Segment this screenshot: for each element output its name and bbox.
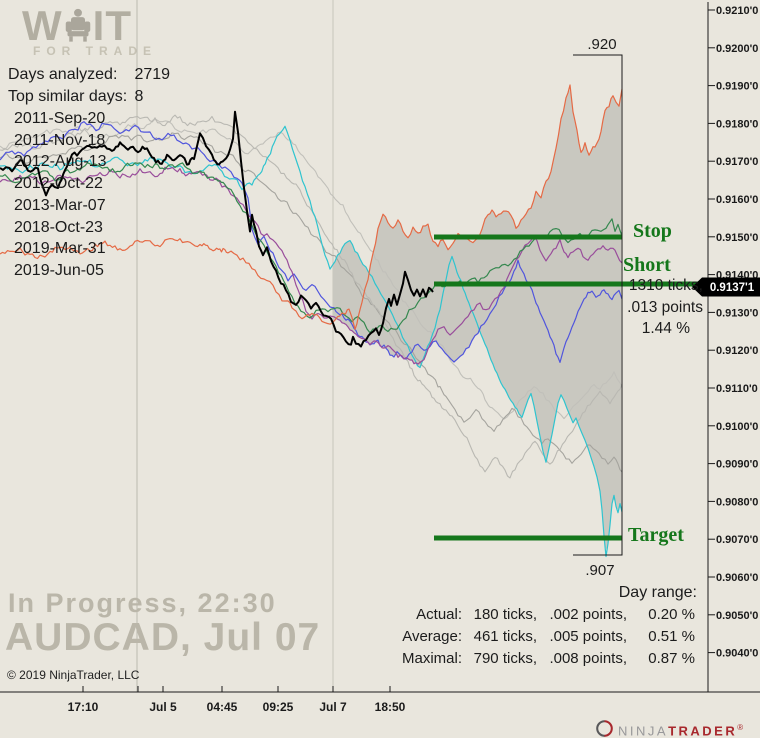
day-range-row-maximal: Maximal: 790 ticks, .008 points, 0.87 %: [342, 650, 695, 672]
days-analyzed-row: Days analyzed: 2719: [8, 66, 170, 84]
target-label[interactable]: Target: [628, 524, 684, 546]
day-range-table: Actual: 180 ticks, .002 points, 0.20 % A…: [342, 606, 695, 672]
stop-label[interactable]: Stop: [633, 220, 672, 242]
day-range-title: Day range:: [618, 584, 697, 601]
top-similar-days-value: 8: [134, 88, 144, 105]
time-tick-label: Jul 5: [149, 700, 177, 714]
price-tick-label: 0.9060'0: [716, 572, 758, 584]
day-range-points: .002 points,: [549, 606, 627, 623]
current-price-badge: 0.9137'1: [692, 277, 760, 297]
price-tick-label: 0.9200'0: [716, 43, 758, 55]
price-tick-label: 0.9080'0: [716, 496, 758, 508]
day-range-ticks: 180 ticks,: [473, 606, 537, 623]
series-similar-day-blue: [0, 121, 623, 363]
series-current-day-black: [0, 110, 434, 348]
series-similar-day-cyan: [0, 125, 623, 558]
price-tick-label: 0.9180'0: [716, 118, 758, 130]
risk-percent: 1.44 %: [641, 320, 690, 337]
short-label[interactable]: Short: [623, 254, 671, 276]
ninjatrader-logo-trader: TRADER: [668, 723, 738, 738]
price-tick-label: 0.9050'0: [716, 610, 758, 622]
risk-ticks: 1310 ticks,: [628, 277, 703, 294]
series-similar-day-orange: [0, 84, 623, 330]
ninjatrader-logo-ninja: NINJA: [618, 723, 669, 738]
day-range-percent: 0.87 %: [648, 650, 695, 667]
registered-mark: ®: [737, 723, 744, 733]
day-range-ticks: 790 ticks,: [473, 650, 537, 667]
high-range-label: .920: [587, 36, 617, 53]
day-range-ticks: 461 ticks,: [473, 628, 537, 645]
ninjatrader-logo: NINJATRADER®: [595, 719, 743, 738]
series-similar-day-green: [0, 162, 623, 334]
day-range-points: .008 points,: [549, 650, 627, 667]
similar-date: 2011-Sep-20: [14, 110, 106, 127]
wit-logo: W IT: [22, 2, 132, 53]
similar-date: 2011-Nov-18: [14, 131, 106, 149]
price-tick-label: 0.9070'0: [716, 534, 758, 546]
days-analyzed-label: Days analyzed:: [8, 66, 118, 83]
price-tick-label: 0.9110'0: [716, 383, 758, 395]
armchair-icon: [64, 5, 92, 53]
price-tick-label: 0.9210'0: [716, 5, 758, 17]
price-tick-label: 0.9100'0: [716, 421, 758, 433]
similar-date: 2012-Oct-22: [14, 175, 103, 193]
wit-logo-subtitle: FOR TRADE: [33, 44, 157, 58]
similar-date: 2019-Mar-31: [14, 240, 106, 258]
day-range-label: Average:: [402, 628, 462, 645]
price-tick-label: 0.9040'0: [716, 648, 758, 660]
days-analyzed-value: 2719: [134, 66, 171, 83]
low-range-label: .907: [585, 562, 615, 579]
price-tick-label: 0.9150'0: [716, 232, 758, 244]
wit-logo-w: W: [22, 2, 63, 49]
similar-date: 2013-Mar-07: [14, 196, 106, 214]
day-range-row-average: Average: 461 ticks, .005 points, 0.51 %: [342, 628, 695, 650]
wit-logo-it: IT: [92, 2, 132, 49]
time-tick-label: 09:25: [263, 700, 294, 714]
similar-days-envelope: [333, 88, 621, 551]
day-range-label: Actual:: [416, 606, 462, 623]
similar-date: 2018-Oct-23: [14, 218, 103, 236]
time-tick-label: 04:45: [207, 700, 238, 714]
price-tick-label: 0.9170'0: [716, 156, 758, 168]
day-range-percent: 0.51 %: [648, 628, 695, 645]
similar-date: 2019-Jun-05: [14, 261, 104, 279]
time-tick-label: 18:50: [375, 700, 406, 714]
current-price-value: 0.9137'1: [710, 282, 755, 294]
price-tick-label: 0.9120'0: [716, 345, 758, 357]
series-similar-day-gray-b: [0, 132, 623, 473]
day-range-percent: 0.20 %: [648, 606, 695, 623]
day-range-row-actual: Actual: 180 ticks, .002 points, 0.20 %: [342, 606, 695, 628]
instrument-title: AUDCAD, Jul 07: [5, 616, 321, 659]
price-tick-label: 0.9160'0: [716, 194, 758, 206]
top-similar-days-row: Top similar days: 8: [8, 88, 143, 106]
day-range-bracket: [573, 54, 623, 556]
time-tick-label: 17:10: [68, 700, 99, 714]
progress-status: In Progress, 22:30: [8, 588, 277, 618]
price-tick-label: 0.9190'0: [716, 81, 758, 93]
day-range-label: Maximal:: [401, 650, 462, 667]
copyright-notice: © 2019 NinjaTrader, LLC: [7, 668, 140, 682]
price-tick-label: 0.9130'0: [716, 307, 758, 319]
price-tick-label: 0.9090'0: [716, 459, 758, 471]
time-tick-label: Jul 7: [319, 700, 347, 714]
ninjatrader-icon: [595, 719, 614, 738]
risk-points: .013 points: [627, 299, 703, 316]
similar-date: 2012-Aug-13: [14, 153, 107, 171]
day-range-points: .005 points,: [549, 628, 627, 645]
top-similar-days-label: Top similar days:: [8, 88, 128, 105]
